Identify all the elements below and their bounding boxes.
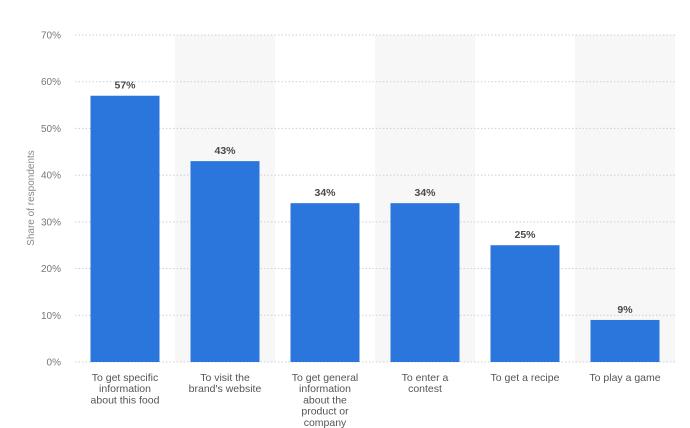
x-axis-labels: To get specific information about this foo…	[91, 372, 661, 428]
data-label: 9%	[617, 304, 633, 316]
data-label: 43%	[214, 145, 236, 157]
y-tick-label: 10%	[41, 311, 61, 322]
background-bands	[175, 35, 675, 362]
y-axis-ticks: 0% 10% 20% 30% 40% 50% 60% 70%	[41, 31, 61, 369]
bar	[90, 95, 160, 362]
y-tick-label: 0%	[47, 358, 62, 369]
bar	[290, 203, 360, 362]
y-tick-label: 30%	[41, 217, 61, 228]
value-labels: 57% 43% 34% 34% 25% 9%	[114, 80, 633, 316]
data-label: 25%	[514, 229, 536, 241]
data-label: 34%	[414, 187, 436, 199]
background-band	[575, 35, 675, 362]
x-tick-label: To get general information about the produc…	[292, 372, 359, 428]
bar	[590, 319, 660, 362]
bars	[90, 95, 660, 362]
y-tick-label: 70%	[41, 31, 61, 42]
x-tick-label: To play a game	[589, 372, 660, 384]
bar	[190, 161, 260, 362]
bar	[490, 245, 560, 362]
data-label: 34%	[314, 187, 336, 199]
x-tick-label: To visit the brand's website	[189, 372, 262, 395]
x-tick-label: To get a recipe	[491, 372, 560, 384]
y-tick-label: 50%	[41, 124, 61, 135]
x-tick-label: To enter a contest	[402, 372, 449, 395]
y-tick-label: 60%	[41, 77, 61, 88]
x-tick-label: To get specific information about this foo…	[91, 372, 160, 406]
bar	[390, 203, 460, 362]
data-label: 57%	[114, 80, 136, 92]
y-tick-label: 20%	[41, 264, 61, 275]
y-tick-label: 40%	[41, 171, 61, 182]
y-axis-title: Share of respondents	[26, 150, 37, 246]
